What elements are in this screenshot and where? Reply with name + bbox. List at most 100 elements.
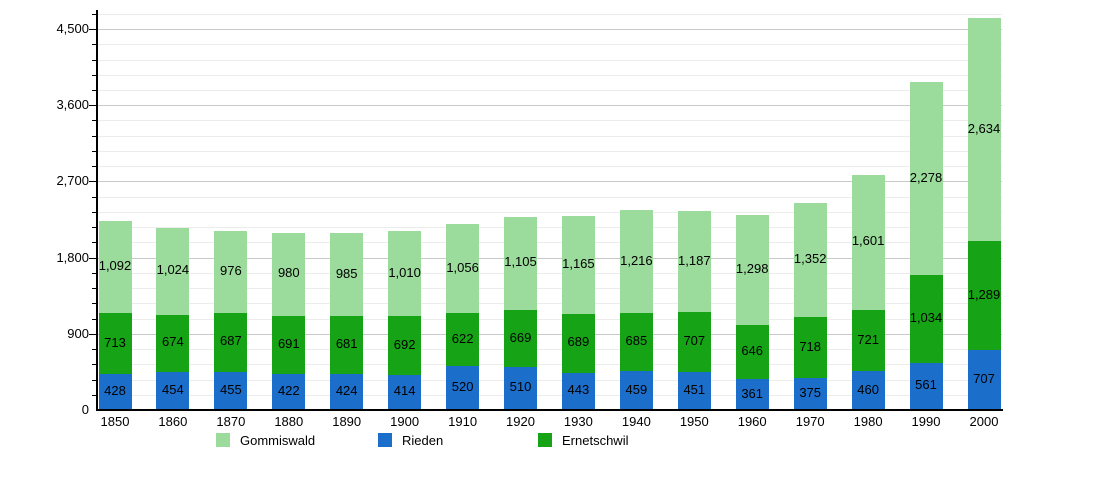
y-axis-tick [92, 211, 96, 213]
bar-value-label: 422 [277, 383, 300, 399]
y-axis-tick [89, 29, 96, 30]
minor-gridline [98, 288, 1002, 290]
bar-value-label: 691 [277, 336, 300, 352]
y-axis-tick [89, 257, 96, 259]
y-axis-tick-label: 3,600 [56, 97, 89, 113]
x-axis-label-1870: 1870 [216, 414, 246, 429]
bar-segment-ernetschwil-1980: 721 [851, 310, 885, 372]
bar-1970: 375 718 1,352 [793, 202, 827, 410]
bar-segment-rieden-1870: 455 [214, 371, 248, 410]
major-gridline [98, 105, 1002, 107]
bar-segment-gommiswald-1920: 1,105 [504, 216, 537, 311]
bar-segment-gommiswald-1960: 1,298 [735, 214, 769, 325]
minor-gridline [98, 242, 1002, 244]
y-axis-tick [92, 288, 96, 290]
x-axis-label-1920: 1920 [506, 414, 535, 429]
minor-gridline [98, 318, 1002, 320]
bar-segment-gommiswald-1930: 1,165 [561, 215, 595, 315]
bar-value-label: 721 [857, 331, 879, 347]
legend-swatch-icon [378, 433, 392, 447]
y-axis-tick [92, 166, 96, 168]
x-axis-label-1980: 1980 [853, 414, 883, 429]
bar-value-label: 414 [393, 383, 416, 399]
y-axis-tick [92, 303, 96, 305]
bar-value-label: 561 [915, 377, 937, 393]
bar-value-label: 1,034 [909, 309, 943, 325]
bar-value-label: 681 [335, 336, 358, 352]
y-axis-tick-label: 0 [81, 402, 89, 417]
bar-segment-gommiswald-1870: 976 [214, 230, 248, 314]
bar-value-label: 1,298 [735, 260, 769, 276]
bar-value-label: 1,010 [388, 264, 421, 280]
y-axis-tick [92, 394, 96, 396]
bar-value-label: 1,024 [156, 262, 190, 278]
major-gridline [98, 257, 1002, 259]
x-axis-label-1900: 1900 [390, 414, 420, 429]
x-axis-label-1850: 1850 [100, 414, 130, 429]
bar-value-label: 980 [277, 265, 300, 281]
bar-value-label: 692 [393, 336, 416, 352]
bar-1940: 459 685 1,216 [619, 210, 653, 410]
y-axis-tick [92, 135, 96, 137]
minor-gridline [98, 349, 1002, 350]
bar-value-label: 1,187 [678, 252, 711, 268]
bar-value-label: 451 [683, 381, 706, 397]
bar-value-label: 687 [220, 333, 242, 349]
bar-1870: 455 687 976 [214, 230, 248, 410]
bar-1910: 520 622 1,056 [446, 223, 480, 410]
bar-segment-ernetschwil-1860: 674 [156, 314, 190, 372]
x-axis-label-1890: 1890 [332, 414, 362, 429]
minor-gridline [98, 135, 1002, 137]
x-axis-label-1930: 1930 [563, 414, 593, 429]
bar-segment-ernetschwil-1990: 1,034 [909, 275, 943, 363]
y-axis-tick [92, 349, 96, 350]
minor-gridline [98, 59, 1002, 61]
y-axis-line [96, 10, 98, 410]
bar-segment-gommiswald-1970: 1,352 [793, 202, 827, 318]
minor-gridline [98, 379, 1002, 381]
bar-segment-gommiswald-1990: 2,278 [909, 82, 943, 275]
bar-1900: 414 692 1,010 [388, 230, 422, 410]
minor-gridline [98, 150, 1002, 152]
bar-segment-rieden-1850: 428 [98, 373, 132, 410]
y-axis-tick-label: 2,700 [56, 173, 89, 189]
bar-value-label: 976 [220, 263, 242, 279]
legend-item-rieden: Rieden [378, 432, 443, 448]
legend-item-ernetschwil: Ernetschwil [538, 432, 628, 448]
bar-segment-gommiswald-2000: 2,634 [967, 18, 1001, 242]
y-axis-tick [92, 120, 96, 122]
bar-segment-rieden-1890: 424 [330, 374, 364, 410]
bar-segment-ernetschwil-1970: 718 [793, 317, 827, 379]
y-axis-tick-label: 4,500 [56, 21, 89, 36]
minor-gridline [98, 166, 1002, 168]
legend-label: Rieden [402, 432, 444, 448]
bar-1920: 510 669 1,105 [504, 216, 537, 410]
bar-1960: 361 646 1,298 [735, 214, 769, 410]
y-axis-tick [92, 272, 96, 274]
bar-value-label: 375 [799, 385, 822, 401]
bar-1930: 443 689 1,165 [561, 215, 595, 410]
minor-gridline [98, 211, 1002, 213]
bar-value-label: 454 [162, 381, 184, 397]
bar-segment-rieden-1860: 454 [156, 371, 190, 410]
bar-value-label: 510 [509, 379, 532, 395]
bar-segment-ernetschwil-1890: 681 [330, 316, 364, 375]
legend-swatch-icon [216, 433, 230, 447]
bar-value-label: 460 [857, 381, 879, 397]
x-axis-label-1910: 1910 [448, 414, 478, 429]
minor-gridline [98, 272, 1002, 274]
bar-segment-rieden-1930: 443 [561, 372, 595, 410]
y-axis-tick [92, 227, 96, 229]
bar-value-label: 1,092 [98, 258, 132, 274]
y-axis-tick [92, 364, 96, 366]
bar-value-label: 689 [567, 334, 590, 350]
bar-value-label: 424 [335, 383, 358, 399]
bar-value-label: 428 [104, 382, 126, 398]
x-axis-label-1960: 1960 [737, 414, 767, 429]
y-axis-tick [92, 196, 96, 198]
y-axis-tick [92, 318, 96, 320]
bar-segment-ernetschwil-1880: 691 [272, 315, 306, 375]
bar-segment-rieden-1970: 375 [793, 378, 827, 410]
x-axis-label-1860: 1860 [158, 414, 188, 429]
